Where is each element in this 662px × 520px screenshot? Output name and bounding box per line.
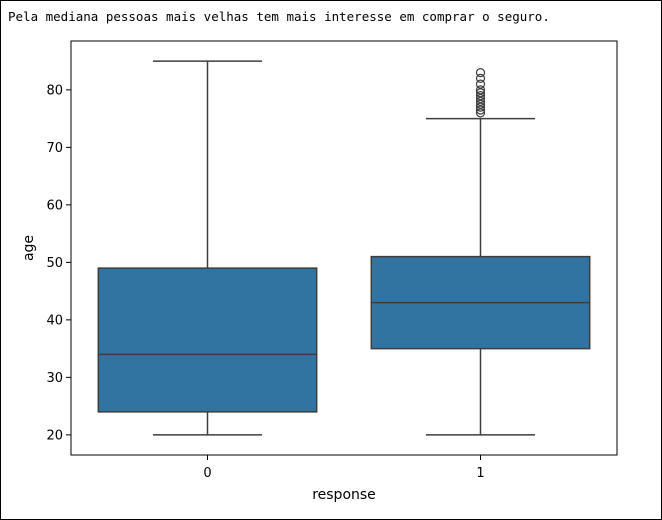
y-tick-label-70: 70 — [46, 141, 63, 156]
output-text: Pela mediana pessoas mais velhas tem mai… — [8, 9, 550, 24]
box-1 — [370, 68, 591, 436]
outlier-point-1-0 — [475, 108, 486, 118]
outlier-point-1-4 — [475, 96, 486, 106]
y-tick-label-20: 20 — [46, 428, 63, 443]
outlier-point-1-9 — [475, 79, 486, 89]
box-0 — [97, 60, 318, 436]
y-tick-label-80: 80 — [46, 83, 63, 98]
y-tick-label-50: 50 — [46, 256, 63, 271]
x-tick-label-1: 1 — [476, 466, 484, 481]
outlier-point-1-11 — [475, 68, 486, 78]
outlier-point-1-5 — [475, 93, 486, 104]
outlier-point-1-6 — [475, 91, 486, 101]
iqr-box-0 — [97, 267, 318, 413]
x-axis-label: response — [312, 487, 376, 503]
outlier-point-1-2 — [475, 102, 486, 112]
y-tick-label-40: 40 — [46, 313, 63, 328]
y-tick-label-30: 30 — [46, 371, 63, 386]
outlier-point-1-8 — [475, 85, 486, 95]
outlier-point-1-7 — [475, 88, 486, 98]
outlier-point-1-10 — [475, 73, 486, 83]
y-tick-label-60: 60 — [46, 198, 63, 213]
x-tick-label-0: 0 — [203, 466, 211, 481]
outlier-point-1-1 — [475, 105, 486, 115]
y-axis-label: age — [21, 235, 37, 261]
plot-frame — [70, 40, 618, 456]
outlier-point-1-3 — [475, 99, 486, 109]
